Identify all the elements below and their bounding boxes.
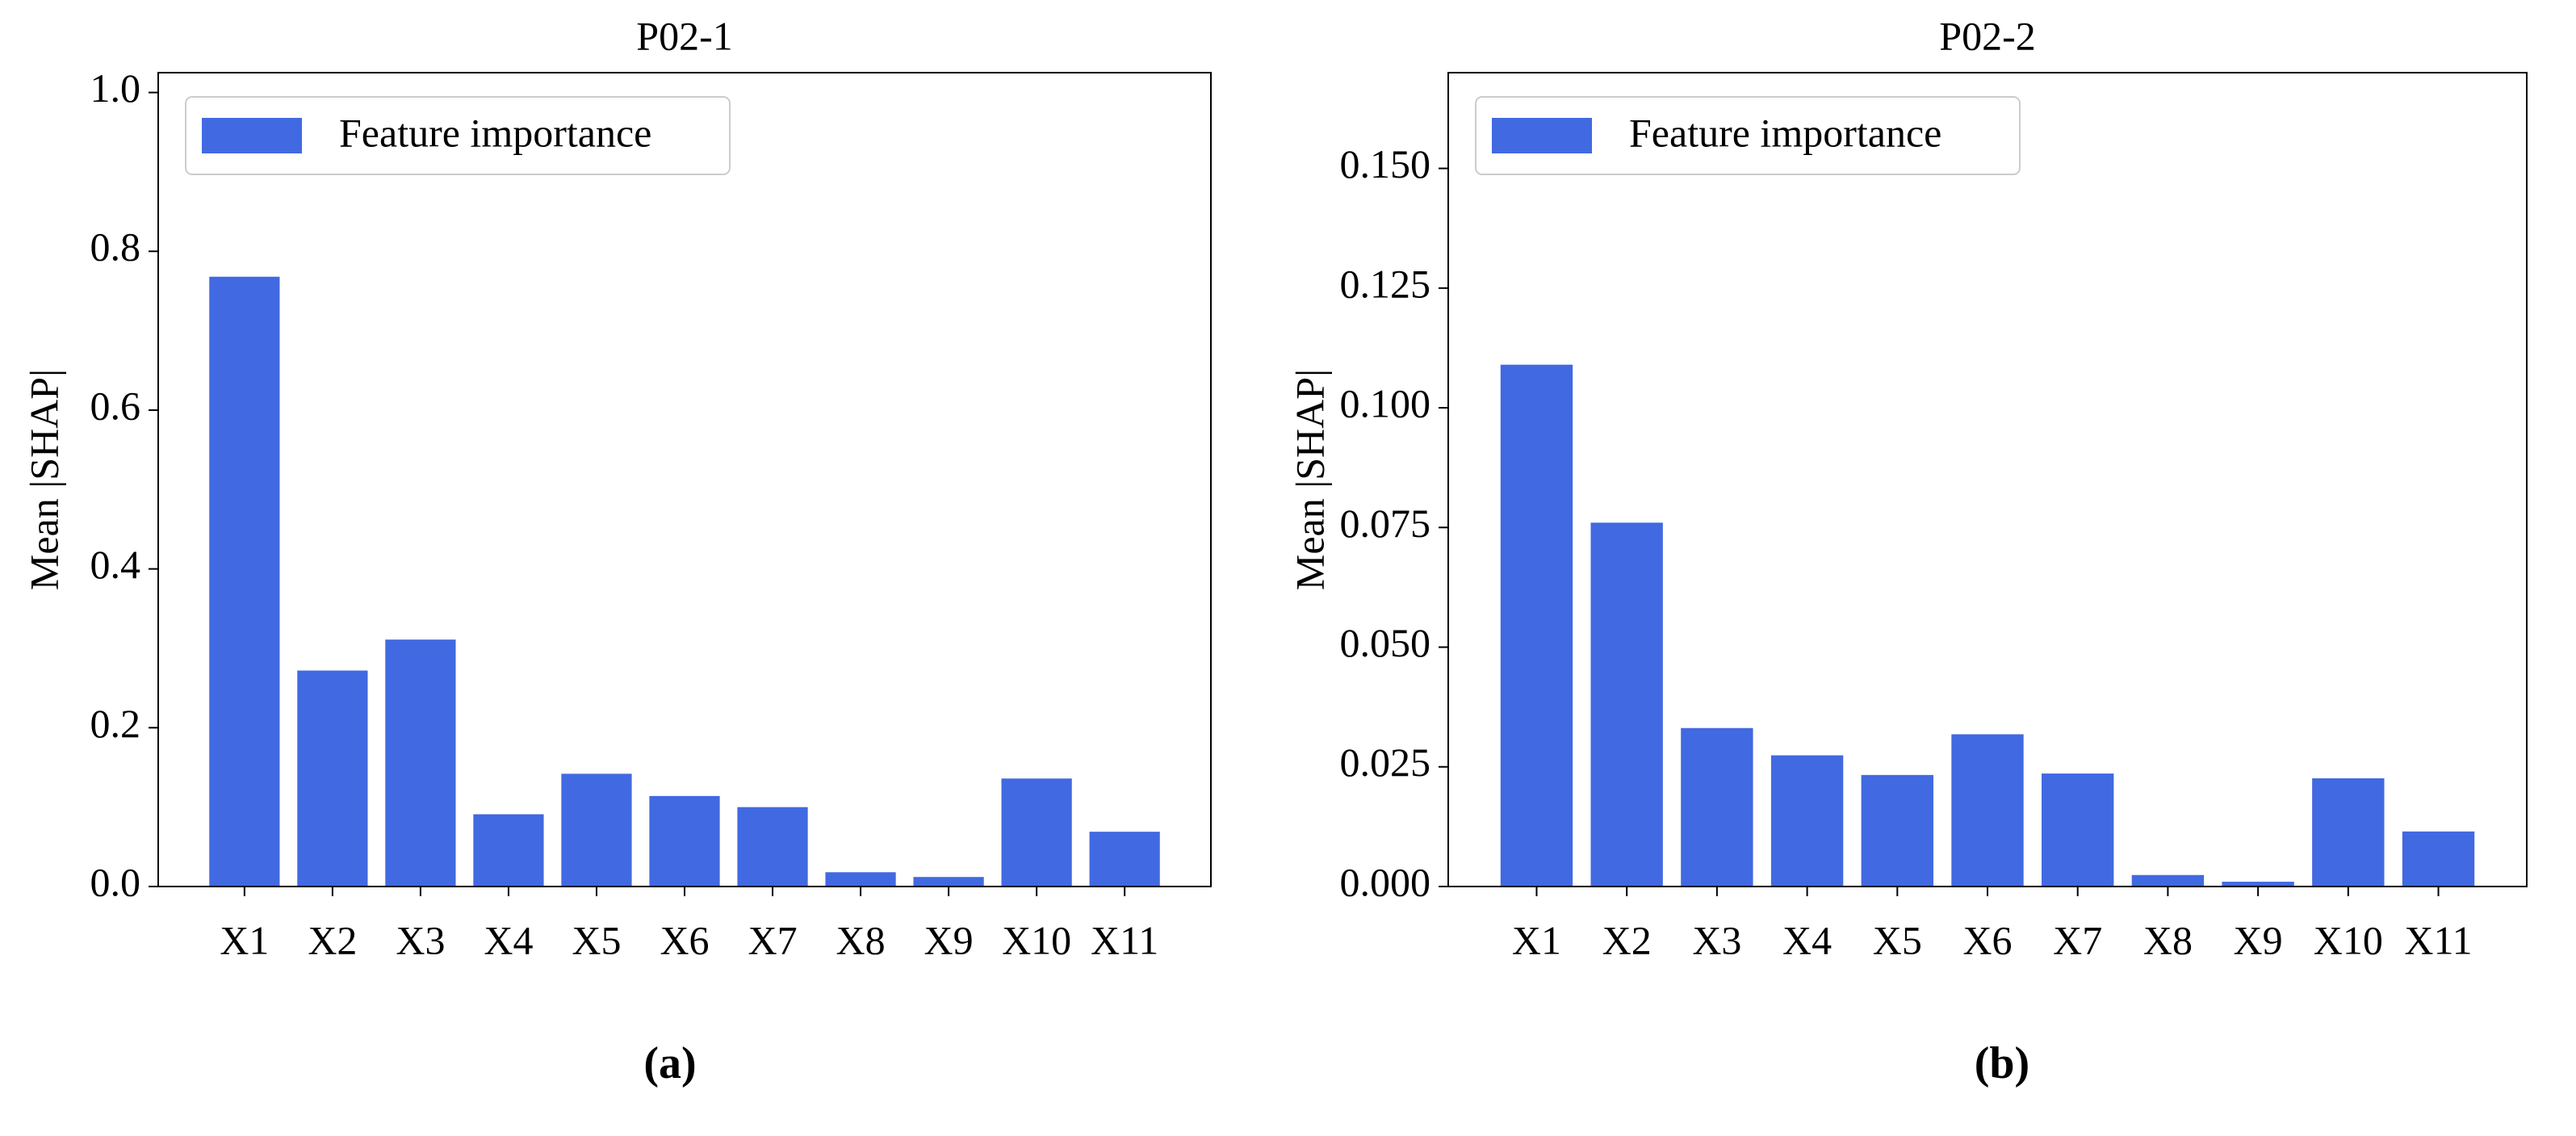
x-tick-label: X6 bbox=[660, 917, 709, 962]
chart-title: P02-2 bbox=[1939, 13, 2035, 58]
chart-title: P02-1 bbox=[636, 13, 732, 58]
x-tick-label: X4 bbox=[1782, 917, 1832, 962]
x-tick-label: X8 bbox=[2143, 917, 2193, 962]
legend-box bbox=[1475, 96, 2021, 175]
y-tick-label: 0.150 bbox=[1340, 141, 1431, 187]
legend-box bbox=[185, 96, 731, 175]
legend-label: Feature importance bbox=[339, 110, 651, 155]
bar bbox=[2222, 882, 2294, 887]
caption: (b) bbox=[1975, 1038, 2029, 1088]
legend: Feature importance bbox=[1475, 96, 2021, 175]
x-tick-label: X2 bbox=[1602, 917, 1652, 962]
y-tick-label: 0.8 bbox=[90, 224, 141, 270]
bar bbox=[2042, 773, 2114, 887]
x-tick-label: X4 bbox=[484, 917, 533, 962]
x-tick-label: X11 bbox=[1091, 917, 1158, 962]
y-axis-label: Mean |SHAP| bbox=[1287, 369, 1332, 590]
x-tick-label: X1 bbox=[1512, 917, 1561, 962]
y-tick-label: 0.6 bbox=[90, 383, 141, 428]
x-tick-label: X6 bbox=[1962, 917, 2012, 962]
x-tick-label: X5 bbox=[1873, 917, 1922, 962]
x-tick-label: X7 bbox=[748, 917, 797, 962]
y-tick-label: 0.125 bbox=[1340, 261, 1431, 306]
bar bbox=[1590, 522, 1663, 887]
y-tick-label: 0.050 bbox=[1340, 620, 1431, 665]
legend-label: Feature importance bbox=[1629, 110, 1941, 155]
bar bbox=[1951, 734, 2024, 887]
bar bbox=[1500, 364, 1573, 887]
axes-frame bbox=[157, 72, 1212, 887]
x-tick-label: X2 bbox=[308, 917, 357, 962]
x-tick-label: X11 bbox=[2404, 917, 2472, 962]
x-tick-label: X5 bbox=[572, 917, 621, 962]
x-tick-label: X7 bbox=[2053, 917, 2102, 962]
bar bbox=[2312, 778, 2385, 887]
x-tick-label: X8 bbox=[836, 917, 886, 962]
bar bbox=[913, 877, 984, 887]
bar bbox=[209, 276, 280, 887]
bar bbox=[1681, 727, 1753, 887]
bar bbox=[1001, 778, 1072, 887]
bar bbox=[825, 872, 896, 887]
x-tick-label: X3 bbox=[1692, 917, 1741, 962]
bar bbox=[473, 814, 544, 887]
x-tick-label: X1 bbox=[220, 917, 269, 962]
x-tick-label: X10 bbox=[1002, 917, 1071, 962]
y-tick-label: 0.100 bbox=[1340, 381, 1431, 426]
x-tick-label: X3 bbox=[396, 917, 445, 962]
legend: Feature importance bbox=[185, 96, 731, 175]
y-tick-label: 1.0 bbox=[90, 65, 141, 111]
y-tick-label: 0.2 bbox=[90, 701, 141, 746]
bar bbox=[737, 807, 808, 887]
bar bbox=[385, 639, 456, 887]
y-axis-label: Mean |SHAP| bbox=[21, 369, 66, 590]
y-tick-label: 0.075 bbox=[1340, 501, 1431, 546]
bar bbox=[561, 773, 632, 887]
x-tick-label: X9 bbox=[2234, 917, 2283, 962]
x-tick-label: X9 bbox=[924, 917, 974, 962]
bar bbox=[649, 795, 720, 887]
bar bbox=[1861, 774, 1933, 887]
legend-swatch bbox=[1492, 118, 1592, 153]
y-tick-label: 0.0 bbox=[90, 859, 141, 904]
x-tick-label: X10 bbox=[2314, 917, 2383, 962]
axes-frame bbox=[1447, 72, 2528, 887]
bar bbox=[1770, 755, 1844, 887]
bar bbox=[1089, 832, 1160, 887]
bar bbox=[2131, 874, 2205, 887]
y-tick-label: 0.4 bbox=[90, 542, 141, 587]
caption: (a) bbox=[643, 1038, 696, 1088]
bar bbox=[297, 670, 368, 887]
y-tick-label: 0.025 bbox=[1340, 740, 1431, 785]
bar bbox=[2402, 831, 2475, 887]
y-tick-label: 0.000 bbox=[1340, 859, 1431, 904]
legend-swatch bbox=[202, 118, 302, 153]
